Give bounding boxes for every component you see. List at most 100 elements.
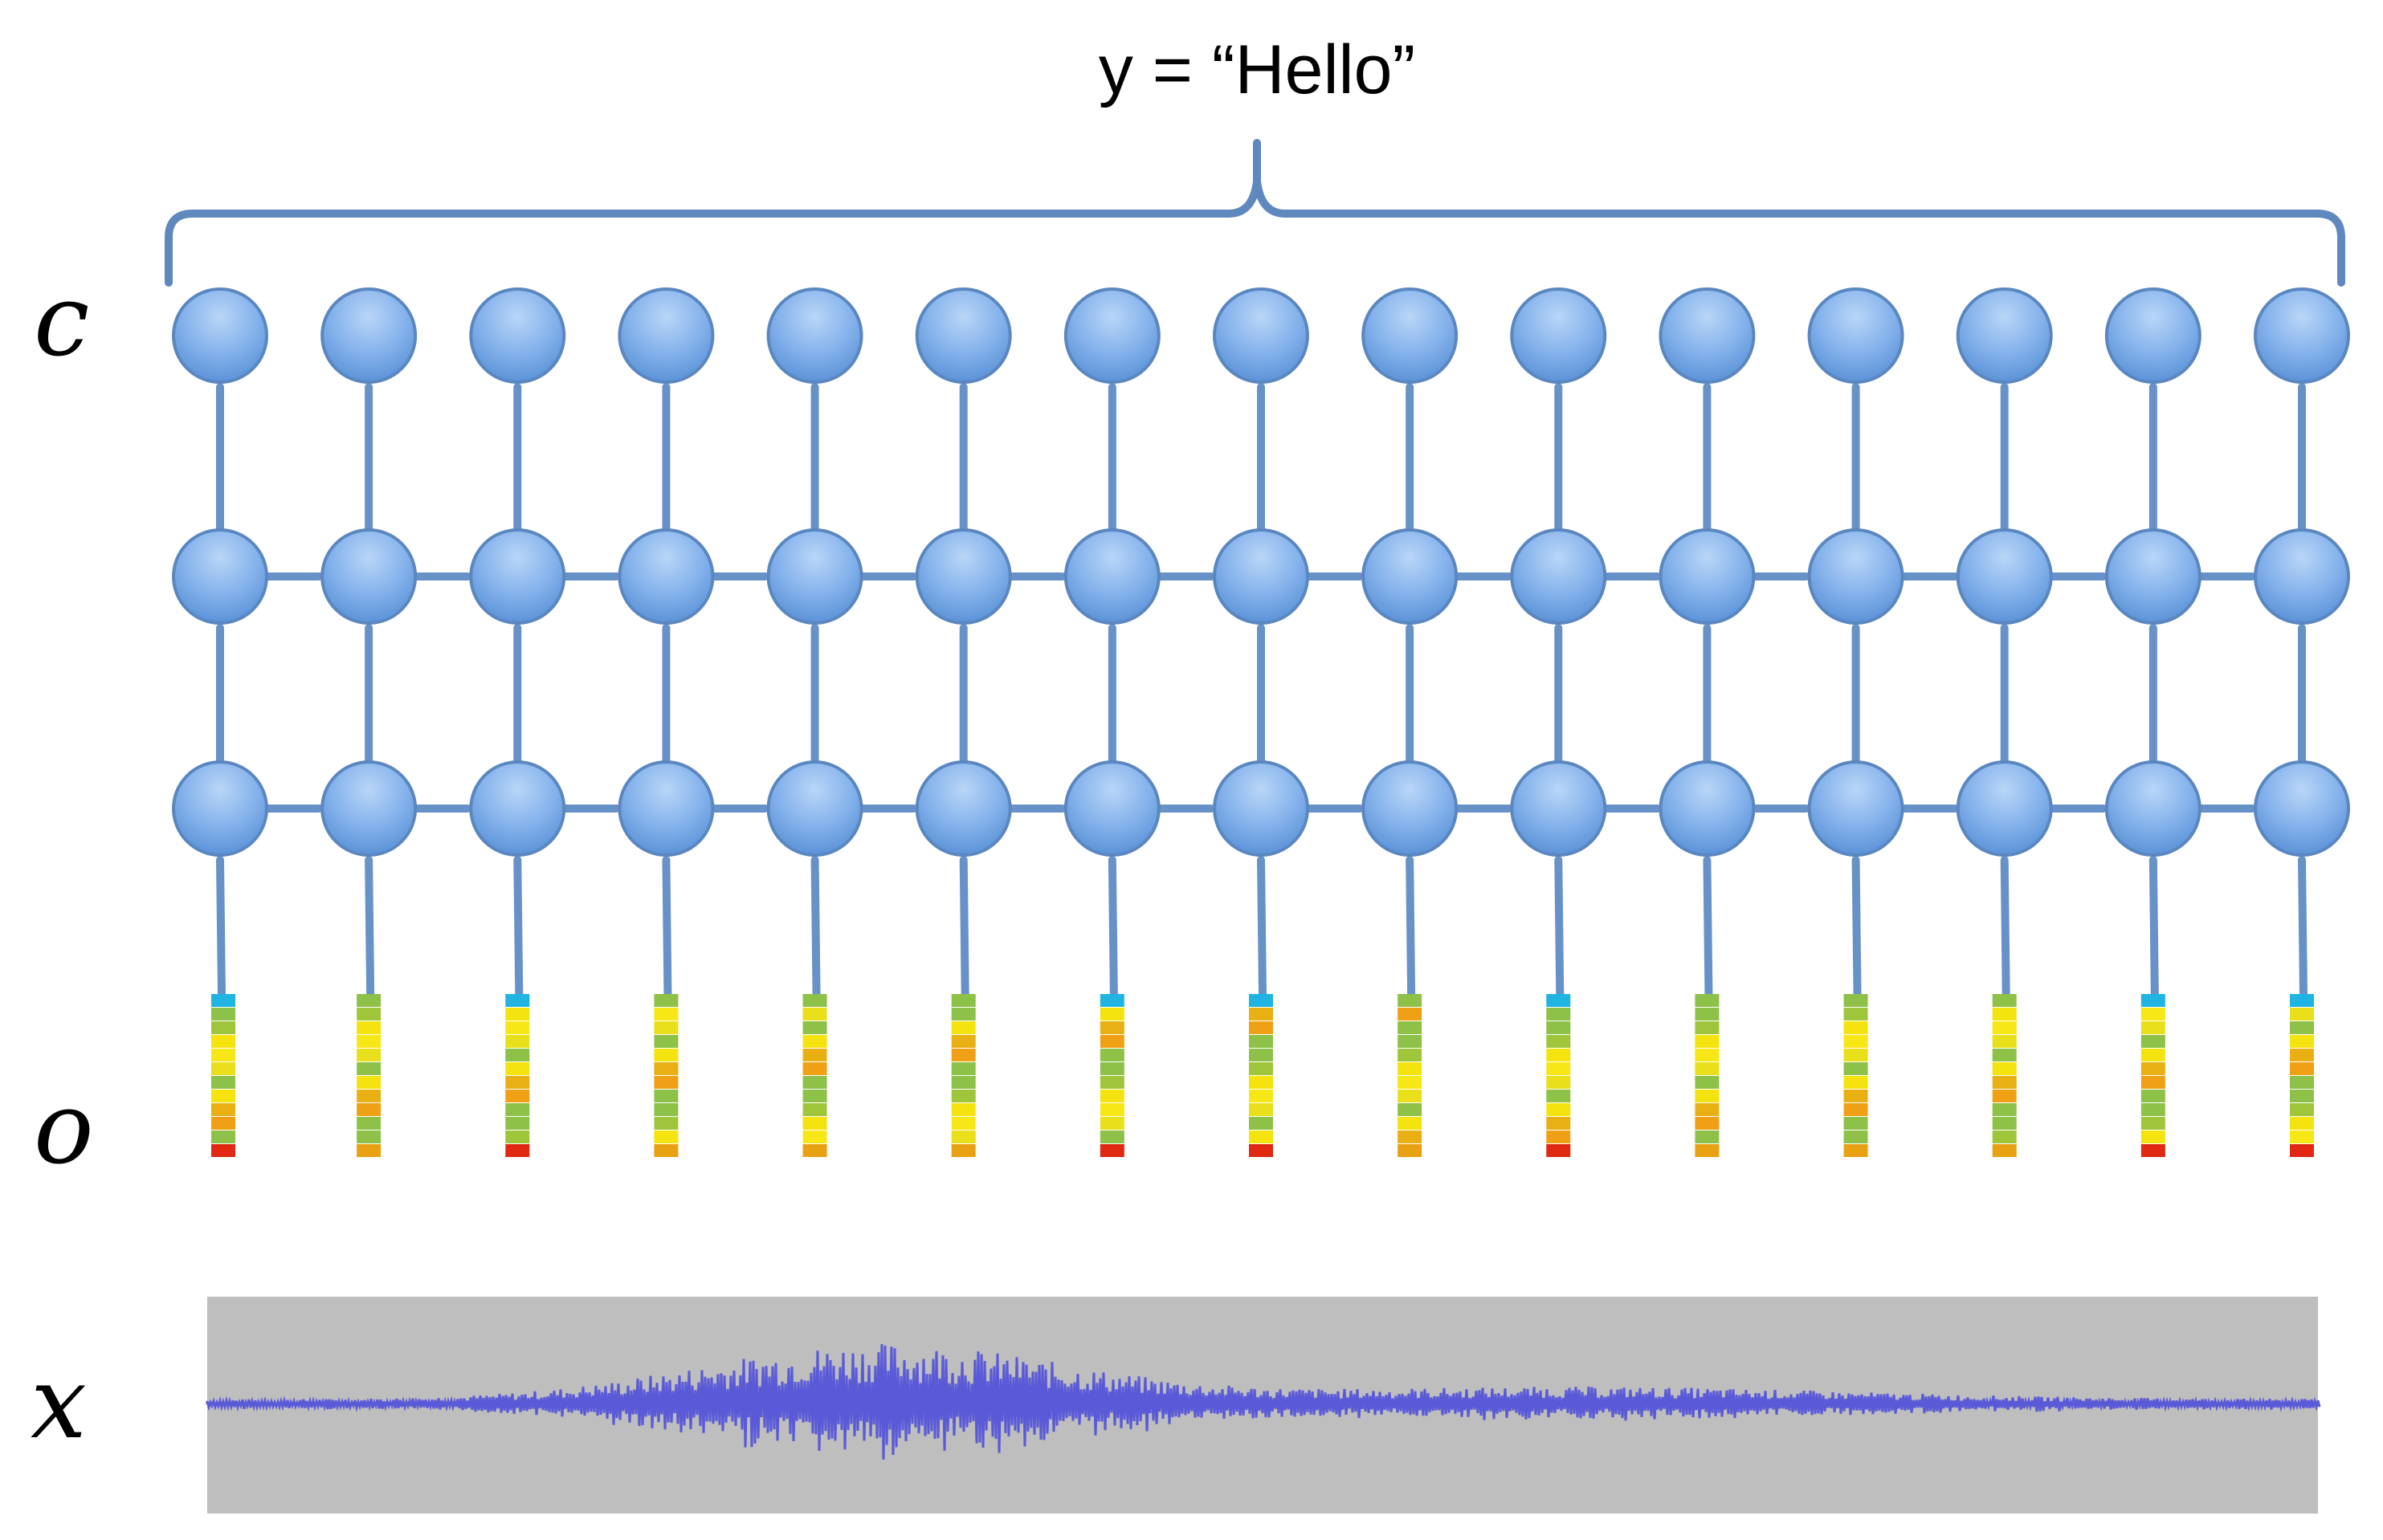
probability-cell <box>357 1049 382 1061</box>
probability-cell <box>357 994 382 1007</box>
probability-cell <box>1249 1090 1273 1102</box>
probability-cell <box>1249 1021 1273 1034</box>
probability-cell <box>1398 994 1422 1007</box>
probability-cell <box>1100 1062 1124 1075</box>
node-h1-3 <box>469 760 566 857</box>
probability-cell <box>2140 1103 2165 1116</box>
probability-cell <box>802 1076 827 1089</box>
probability-cell <box>505 1103 530 1116</box>
arrow-input-to-h1-4 <box>666 856 672 998</box>
probability-cell <box>654 1131 679 1143</box>
probability-cell <box>1843 1035 1868 1048</box>
audio-waveform <box>206 1344 2321 1460</box>
probability-cell <box>1398 1021 1422 1034</box>
node-h2-15 <box>2254 528 2350 625</box>
probability-cell <box>2290 1008 2314 1021</box>
probability-cell <box>951 1131 976 1143</box>
probability-cell <box>802 1035 827 1048</box>
probability-cell <box>654 1117 679 1130</box>
probability-cell <box>1100 1103 1124 1116</box>
probability-column-15 <box>2290 994 2314 1157</box>
probability-cell <box>1695 1117 1720 1130</box>
probability-cell <box>1398 1049 1422 1061</box>
probability-cell <box>1992 1131 2017 1143</box>
node-h2-2 <box>320 528 418 625</box>
probability-cell <box>211 1008 235 1021</box>
probability-cell <box>2140 1049 2165 1061</box>
probability-cell <box>1843 1076 1868 1089</box>
probability-cell <box>1843 1062 1868 1075</box>
probability-cell <box>1249 1103 1273 1116</box>
arrow-input-to-h1-11 <box>1707 856 1713 998</box>
probability-cell <box>1546 1144 1571 1157</box>
probability-cell <box>1992 1035 2017 1048</box>
node-h1-5 <box>766 760 863 857</box>
probability-cell <box>1843 1049 1868 1061</box>
probability-columns <box>211 994 2314 1157</box>
probability-cell <box>802 1008 827 1021</box>
probability-cell <box>1546 1062 1571 1075</box>
probability-cell <box>951 1144 976 1157</box>
probability-column-4 <box>654 994 679 1157</box>
node-h1-12 <box>1807 760 1904 857</box>
probability-cell <box>1398 1008 1422 1021</box>
probability-cell <box>654 1008 679 1021</box>
node-c-11 <box>1659 287 1756 384</box>
label-x: x <box>31 1346 87 1461</box>
node-c-1 <box>172 287 268 384</box>
probability-cell <box>654 1035 679 1048</box>
probability-cell <box>2290 1049 2314 1061</box>
probability-cell <box>654 1062 679 1075</box>
probability-cell <box>654 1090 679 1102</box>
label-c: c <box>34 263 89 379</box>
probability-cell <box>505 1117 530 1130</box>
node-c-15 <box>2254 287 2350 384</box>
arrow-input-to-h1-14 <box>2153 856 2159 998</box>
probability-cell <box>802 1062 827 1075</box>
probability-cell <box>654 1049 679 1061</box>
node-h1-10 <box>1510 760 1607 857</box>
node-h1-2 <box>320 760 418 857</box>
probability-cell <box>357 1021 382 1034</box>
arrow-input-to-h1-9 <box>1410 856 1416 998</box>
probability-cell <box>951 1117 976 1130</box>
probability-cell <box>211 1103 235 1116</box>
probability-cell <box>1992 1049 2017 1061</box>
probability-cell <box>1695 1049 1720 1061</box>
arrow-input-to-h1-8 <box>1261 856 1267 998</box>
probability-cell <box>1100 1131 1124 1143</box>
probability-cell <box>1992 1144 2017 1157</box>
probability-cell <box>951 1076 976 1089</box>
node-h1-4 <box>618 760 715 857</box>
arrow-input-to-h1-12 <box>1856 856 1862 998</box>
probability-column-5 <box>802 994 827 1157</box>
node-c-14 <box>2104 287 2201 384</box>
node-h2-5 <box>766 528 863 625</box>
probability-cell <box>1249 1062 1273 1075</box>
node-h1-1 <box>172 760 268 857</box>
node-h1-6 <box>915 760 1012 857</box>
probability-cell <box>505 1090 530 1102</box>
node-h2-7 <box>1063 528 1161 625</box>
node-c-4 <box>618 287 715 384</box>
probability-cell <box>654 1021 679 1034</box>
probability-cell <box>1100 1144 1124 1157</box>
probability-cell <box>2140 1117 2165 1130</box>
probability-cell <box>1249 1049 1273 1061</box>
probability-cell <box>1992 1117 2017 1130</box>
probability-cell <box>1695 1103 1720 1116</box>
probability-cell <box>1843 1021 1868 1034</box>
probability-cell <box>1546 1076 1571 1089</box>
probability-cell <box>1843 1103 1868 1116</box>
probability-cell <box>1546 1035 1571 1048</box>
node-h1-7 <box>1063 760 1161 857</box>
probability-cell <box>357 1076 382 1089</box>
nodes-group <box>172 287 2350 857</box>
probability-cell <box>211 1021 235 1034</box>
probability-cell <box>211 1062 235 1075</box>
probability-cell <box>1843 1008 1868 1021</box>
probability-cell <box>1695 1131 1720 1143</box>
arrow-input-to-h1-5 <box>815 856 821 998</box>
probability-cell <box>505 1021 530 1034</box>
arrow-input-to-h1-15 <box>2302 856 2308 998</box>
